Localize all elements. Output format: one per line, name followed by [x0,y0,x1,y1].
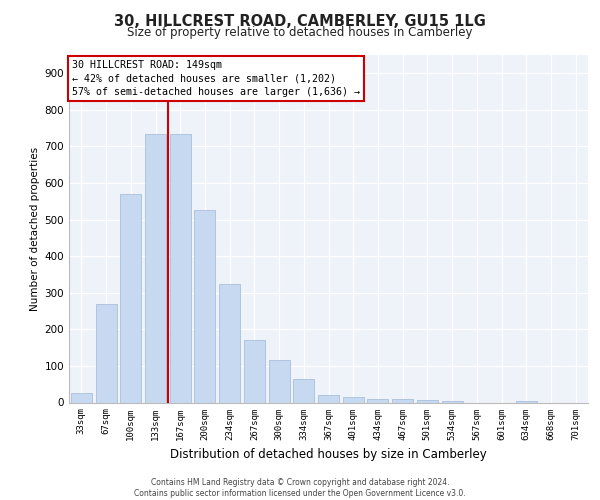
Text: Contains HM Land Registry data © Crown copyright and database right 2024.
Contai: Contains HM Land Registry data © Crown c… [134,478,466,498]
Bar [392,399,413,402]
Bar [318,395,339,402]
Bar [343,397,364,402]
Bar [293,378,314,402]
Bar [244,340,265,402]
Bar [367,399,388,402]
Bar [120,194,141,402]
Bar [442,400,463,402]
Bar [516,400,537,402]
Bar [417,400,438,402]
Bar [269,360,290,403]
Text: 30 HILLCREST ROAD: 149sqm
← 42% of detached houses are smaller (1,202)
57% of se: 30 HILLCREST ROAD: 149sqm ← 42% of detac… [71,60,359,96]
Bar [145,134,166,402]
Bar [219,284,240,403]
X-axis label: Distribution of detached houses by size in Camberley: Distribution of detached houses by size … [170,448,487,461]
Bar [95,304,116,402]
Text: 30, HILLCREST ROAD, CAMBERLEY, GU15 1LG: 30, HILLCREST ROAD, CAMBERLEY, GU15 1LG [114,14,486,29]
Y-axis label: Number of detached properties: Number of detached properties [31,146,40,311]
Bar [71,394,92,402]
Bar [194,210,215,402]
Text: Size of property relative to detached houses in Camberley: Size of property relative to detached ho… [127,26,473,39]
Bar [170,134,191,402]
